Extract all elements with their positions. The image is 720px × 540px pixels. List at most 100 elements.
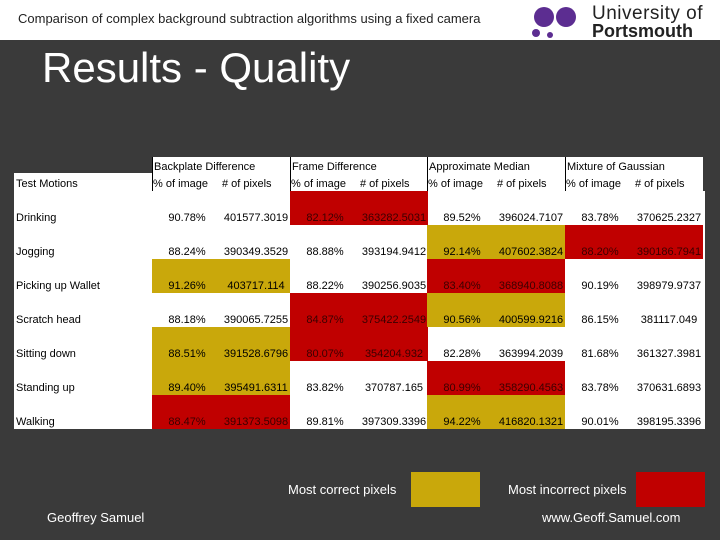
pixel-value: 361327.3981 xyxy=(636,348,702,360)
pixel-value: 363994.2039 xyxy=(498,348,564,360)
slide-title: Results - Quality xyxy=(42,44,351,91)
row-label: Sitting down xyxy=(16,348,76,360)
legend-correct-label: Most correct pixels xyxy=(288,482,397,497)
percent-value: 88.88% xyxy=(306,246,344,258)
pixel-value: 416820.1321 xyxy=(498,416,564,428)
most-incorrect-highlight xyxy=(290,327,428,361)
pixel-value: 400599.9216 xyxy=(498,314,564,326)
percent-value: 88.24% xyxy=(168,246,206,258)
group-header-4 xyxy=(565,157,703,191)
subheader-pixels: # of pixels xyxy=(222,178,272,190)
pixel-value: 368940.8088 xyxy=(498,280,564,292)
legend-incorrect-label: Most incorrect pixels xyxy=(508,482,627,497)
results-table: Test Motions Backplate Difference % of ima… xyxy=(14,157,705,429)
percent-value: 88.47% xyxy=(168,416,206,428)
row-label: Jogging xyxy=(16,246,55,258)
percent-value: 90.78% xyxy=(168,212,206,224)
percent-value: 89.52% xyxy=(443,212,481,224)
most-correct-highlight xyxy=(427,395,565,429)
pixel-value: 370625.2327 xyxy=(636,212,702,224)
percent-value: 86.15% xyxy=(581,314,619,326)
pixel-value: 354204.932 xyxy=(364,348,424,360)
subheader-percent: % of image xyxy=(291,178,347,190)
group-header-1 xyxy=(152,157,290,191)
subheader-pixels: # of pixels xyxy=(635,178,685,190)
pixel-value: 370631.6893 xyxy=(636,382,702,394)
pixel-value: 391528.6796 xyxy=(223,348,289,360)
percent-value: 90.19% xyxy=(581,280,619,292)
percent-value: 90.01% xyxy=(581,416,619,428)
legend-incorrect-swatch xyxy=(636,472,705,507)
percent-value: 88.22% xyxy=(306,280,344,292)
percent-value: 80.99% xyxy=(443,382,481,394)
pixel-value: 398195.3396 xyxy=(636,416,702,428)
footer-author: Geoffrey Samuel xyxy=(47,510,145,525)
subheader-pixels: # of pixels xyxy=(360,178,410,190)
header-bar: Comparison of complex background subtrac… xyxy=(0,0,720,41)
row-label: Walking xyxy=(16,416,55,428)
most-incorrect-highlight xyxy=(290,191,428,225)
row-label: Drinking xyxy=(16,212,57,224)
legend-correct-swatch xyxy=(411,472,480,507)
percent-value: 90.56% xyxy=(443,314,481,326)
percent-value: 83.78% xyxy=(581,382,619,394)
percent-value: 83.82% xyxy=(306,382,344,394)
pixel-value: 403717.114 xyxy=(227,280,285,292)
percent-value: 84.87% xyxy=(306,314,344,326)
pixel-value: 390256.9035 xyxy=(361,280,427,292)
most-correct-highlight xyxy=(152,259,290,293)
presentation-title: Comparison of complex background subtrac… xyxy=(18,11,481,26)
university-logo-icon xyxy=(532,7,576,38)
most-incorrect-highlight xyxy=(427,259,565,293)
logo-line2: Portsmouth xyxy=(592,21,693,41)
row-label: Picking up Wallet xyxy=(16,280,100,292)
most-incorrect-highlight xyxy=(290,293,428,327)
subheader-percent: % of image xyxy=(428,178,484,190)
percent-value: 80.07% xyxy=(306,348,344,360)
row-label: Standing up xyxy=(16,382,75,394)
pixel-value: 363282.5031 xyxy=(361,212,427,224)
most-correct-highlight xyxy=(152,327,290,361)
group-title: Mixture of Gaussian xyxy=(567,161,665,173)
subheader-percent: % of image xyxy=(566,178,622,190)
row-header-label: Test Motions xyxy=(16,178,78,190)
group-title: Backplate Difference xyxy=(154,161,256,173)
most-correct-highlight xyxy=(152,361,290,395)
logo-line1: University of xyxy=(592,3,704,24)
percent-value: 89.40% xyxy=(168,382,206,394)
percent-value: 92.14% xyxy=(443,246,481,258)
pixel-value: 395491.6311 xyxy=(224,382,288,394)
group-header-2 xyxy=(290,157,428,191)
group-header-3 xyxy=(427,157,565,191)
percent-value: 88.18% xyxy=(168,314,206,326)
footer-website: www.Geoff.Samuel.com xyxy=(542,510,681,525)
percent-value: 89.81% xyxy=(306,416,344,428)
pixel-value: 358290.4563 xyxy=(498,382,564,394)
percent-value: 94.22% xyxy=(443,416,481,428)
most-incorrect-highlight xyxy=(565,225,703,259)
pixel-value: 396024.7107 xyxy=(498,212,564,224)
pixel-value: 393194.9412 xyxy=(361,246,427,258)
pixel-value: 407602.3824 xyxy=(498,246,564,258)
most-incorrect-highlight xyxy=(152,395,290,429)
most-correct-highlight xyxy=(427,225,565,259)
percent-value: 88.20% xyxy=(581,246,619,258)
pixel-value: 381117.049 xyxy=(640,314,698,326)
percent-value: 83.78% xyxy=(581,212,619,224)
pixel-value: 375422.2549 xyxy=(361,314,427,326)
pixel-value: 390065.7255 xyxy=(223,314,289,326)
group-title: Approximate Median xyxy=(429,161,530,173)
row-header-background xyxy=(14,173,152,191)
subheader-percent: % of image xyxy=(153,178,209,190)
group-title: Frame Difference xyxy=(292,161,377,173)
most-incorrect-highlight xyxy=(427,361,565,395)
percent-value: 91.26% xyxy=(168,280,206,292)
pixel-value: 397309.3396 xyxy=(361,416,427,428)
percent-value: 82.28% xyxy=(443,348,481,360)
pixel-value: 398979.9737 xyxy=(636,280,702,292)
university-logo: University of Portsmouth xyxy=(530,3,718,41)
pixel-value: 390186.7941 xyxy=(636,246,702,258)
pixel-value: 370787.165 xyxy=(364,382,424,394)
subheader-pixels: # of pixels xyxy=(497,178,547,190)
most-correct-highlight xyxy=(427,293,565,327)
